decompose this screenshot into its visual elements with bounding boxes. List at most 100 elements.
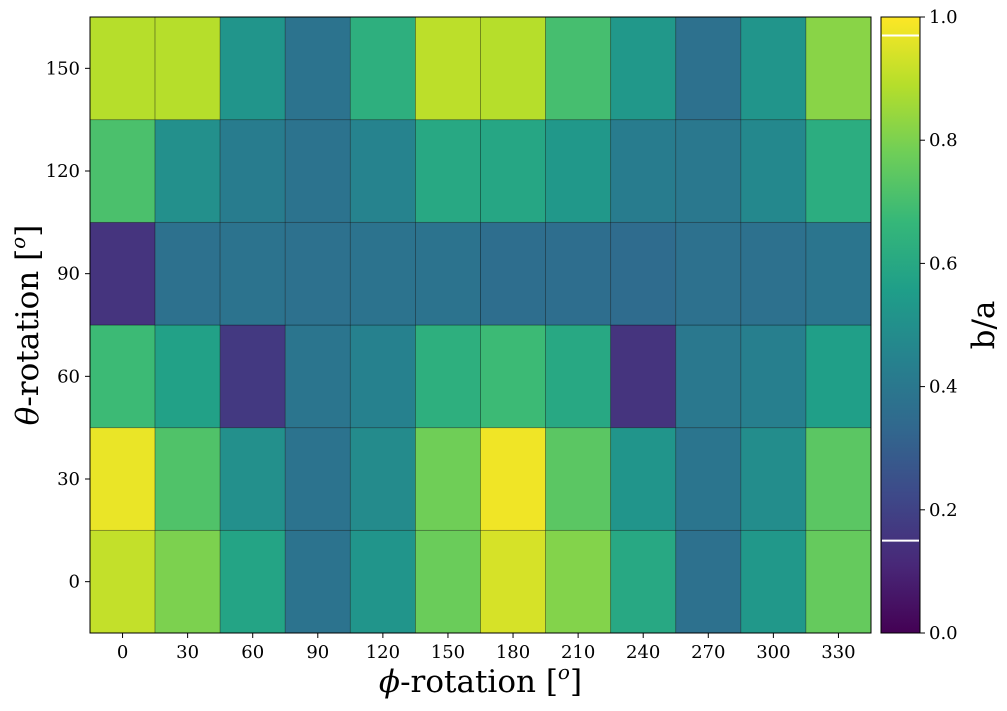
x-axis-ticks: 0 30 60 90 120 150 180 210 240 270 300 330 [117, 633, 856, 663]
x-axis-title-symbol: ϕ [379, 664, 400, 700]
heatmap-cell [545, 16, 612, 121]
heatmap-cell [545, 119, 612, 223]
x-tick-label: 210 [561, 642, 595, 663]
heatmap-cell [284, 324, 351, 429]
x-tick-label: 150 [431, 642, 465, 663]
heatmap-cell [154, 221, 221, 326]
heatmap-cell [415, 119, 481, 223]
heatmap-cell [349, 529, 416, 634]
colorbar-tick-label: 0.0 [929, 623, 958, 644]
heatmap-cell [284, 16, 351, 121]
heatmap-cell [805, 324, 872, 429]
heatmap-cell [219, 427, 286, 531]
y-tick-label: 120 [46, 161, 80, 182]
heatmap-cell [219, 324, 286, 429]
heatmap-cell [89, 119, 156, 223]
y-tick-label: 0 [69, 572, 80, 593]
heatmap-cell [610, 119, 677, 223]
x-tick-label: 90 [306, 642, 329, 663]
x-tick-label: 30 [176, 642, 199, 663]
heatmap-cell [154, 16, 221, 121]
colorbar-title: b/a [966, 301, 1002, 350]
heatmap-cell [675, 16, 742, 121]
heatmap-cell [740, 324, 807, 429]
colorbar-tick-label: 0.4 [929, 377, 958, 398]
heatmap-cell [805, 119, 872, 223]
heatmap-cell [480, 119, 546, 223]
heatmap-cell [415, 221, 481, 326]
colorbar [880, 16, 921, 634]
heatmap-cell [89, 529, 156, 634]
y-axis-ticks: 0 30 60 90 120 150 [46, 58, 90, 593]
heatmap-cell [545, 529, 612, 634]
heatmap-cell [284, 221, 351, 326]
heatmap-cell [610, 529, 677, 634]
heatmap-cell [154, 119, 221, 223]
heatmap-cell [154, 529, 221, 634]
heatmap-cell [675, 119, 742, 223]
heatmap-cell [480, 324, 546, 429]
y-axis-title: θ-rotation [o] [6, 225, 46, 426]
heatmap-cell [740, 529, 807, 634]
heatmap-cell [154, 427, 221, 531]
heatmap-cell [610, 427, 677, 531]
y-axis-title-text: -rotation [ [10, 249, 46, 407]
colorbar-tick-label: 0.8 [929, 130, 958, 151]
heatmap-cell [610, 221, 677, 326]
heatmap-cell [349, 427, 416, 531]
colorbar-marker-lines [882, 34, 919, 542]
heatmap-cell [89, 221, 156, 326]
colorbar-tick-label: 1.0 [929, 7, 958, 28]
heatmap-cell [480, 529, 546, 634]
colorbar-tick-label: 0.6 [929, 253, 958, 274]
heatmap-cell [415, 324, 481, 429]
y-tick-label: 60 [57, 366, 80, 387]
heatmap-cell [415, 529, 481, 634]
heatmap-cell [740, 427, 807, 531]
heatmap-cell [545, 221, 612, 326]
heatmap-cell [349, 119, 416, 223]
x-tick-label: 330 [821, 642, 855, 663]
y-axis-title-symbol: θ [10, 406, 46, 425]
heatmap-cell [805, 427, 872, 531]
heatmap-cell [805, 16, 872, 121]
heatmap-cell [610, 16, 677, 121]
heatmap-cell [415, 16, 481, 121]
heatmap-cell [415, 427, 481, 531]
x-tick-label: 60 [241, 642, 264, 663]
heatmap-cell [284, 529, 351, 634]
heatmap-cell [349, 16, 416, 121]
heatmap-cell [219, 16, 286, 121]
x-axis-title-close: ] [570, 664, 582, 700]
y-axis-title-sup: o [6, 237, 30, 249]
heatmap-cell [480, 427, 546, 531]
heatmap-cell [89, 16, 156, 121]
heatmap-cell [675, 427, 742, 531]
heatmap-cell [740, 119, 807, 223]
x-tick-label: 180 [496, 642, 530, 663]
heatmap-cell [349, 324, 416, 429]
heatmap-cell [675, 221, 742, 326]
heatmap-cell [805, 221, 872, 326]
colorbar-tick-label: 0.2 [929, 500, 958, 521]
x-tick-label: 120 [366, 642, 400, 663]
heatmap-cell [675, 529, 742, 634]
heatmap-cell [545, 427, 612, 531]
x-tick-label: 270 [691, 642, 725, 663]
heatmap-cell [154, 324, 221, 429]
heatmap-cell [89, 427, 156, 531]
y-tick-label: 90 [57, 264, 80, 285]
y-tick-label: 30 [57, 469, 80, 490]
heatmap-cells [89, 16, 872, 634]
heatmap-cell [480, 221, 546, 326]
heatmap-cell [219, 221, 286, 326]
heatmap-cell [740, 221, 807, 326]
heatmap-cell [480, 16, 546, 121]
x-tick-label: 0 [117, 642, 128, 663]
x-axis-title-text: -rotation [ [400, 664, 558, 700]
heatmap-cell [284, 119, 351, 223]
x-axis-title-sup: o [558, 660, 570, 684]
heatmap-cell [219, 529, 286, 634]
x-axis-title: ϕ-rotation [o] [379, 660, 582, 700]
